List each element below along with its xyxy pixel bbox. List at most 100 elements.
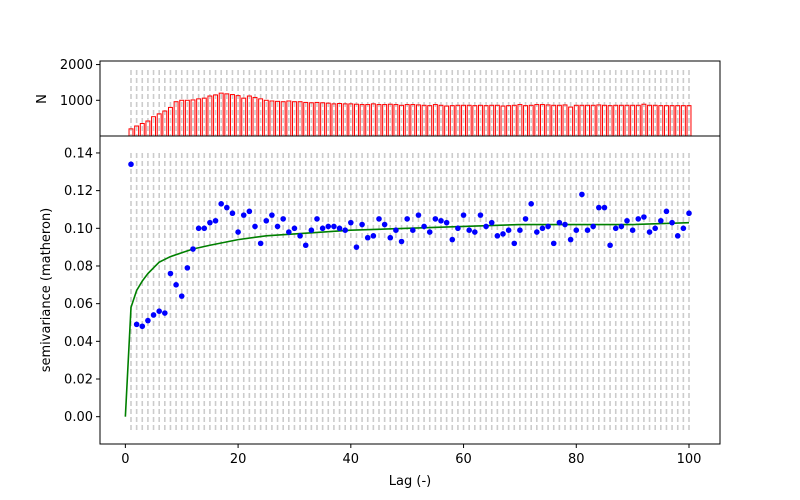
semivariance-point — [139, 323, 146, 330]
main-y-tick-label: 0.12 — [64, 184, 93, 199]
semivariance-point — [404, 216, 410, 222]
semivariance-point — [635, 216, 642, 222]
semivariance-point — [263, 217, 270, 224]
main-x-tick-label: 20 — [230, 452, 247, 467]
semivariance-point — [674, 233, 681, 239]
semivariance-point — [680, 225, 687, 232]
semivariance-point — [522, 216, 529, 222]
semivariance-point — [274, 223, 281, 230]
semivariance-point — [150, 312, 157, 318]
semivariance-point — [224, 204, 230, 211]
semivariance-point — [359, 221, 365, 228]
semivariance-point — [629, 227, 636, 233]
semivariance-point — [579, 191, 585, 198]
semivariance-point — [601, 204, 608, 211]
semivariance-point — [331, 223, 337, 230]
semivariance-point — [128, 161, 134, 168]
main-x-ticks: 0 20 40 60 80 100 — [121, 444, 701, 467]
semivariance-point — [156, 308, 162, 314]
semivariance-point — [314, 216, 320, 222]
semivariance-point — [207, 219, 213, 226]
semivariance-point — [257, 240, 264, 247]
semivariance-point — [393, 227, 399, 233]
semivariance-point — [494, 233, 501, 239]
semivariance-point — [421, 223, 427, 230]
semivariance-point — [308, 227, 315, 233]
semivariance-point — [364, 234, 371, 241]
semivariance-point — [567, 236, 574, 243]
semivariance-point — [252, 223, 258, 230]
semivariance-point — [517, 227, 523, 233]
semivariance-point — [381, 221, 388, 228]
main-x-tick-label: 0 — [121, 452, 129, 467]
semivariance-point — [483, 223, 489, 230]
main-axes-frame — [99, 135, 721, 445]
semivariance-point — [133, 321, 140, 328]
semivariance-point — [410, 227, 416, 233]
semivariance-point — [145, 317, 151, 324]
semivariance-point — [336, 225, 343, 232]
model-line-path — [124, 221, 690, 417]
semivariance-point — [348, 219, 354, 226]
semivariance-point — [229, 210, 236, 217]
main-y-tick-label: 0.00 — [64, 410, 93, 425]
top-y-tick-label: 2000 — [60, 58, 93, 73]
semivariance-point — [426, 229, 433, 235]
top-y-tick-label: 1000 — [60, 94, 93, 109]
semivariance-point — [590, 223, 596, 230]
top-y-ticks: 1000 2000 — [60, 58, 100, 109]
semivariance-point — [297, 233, 303, 239]
semivariance-point — [280, 216, 286, 222]
semivariance-point — [178, 293, 185, 299]
main-x-axis-label: Lag (-) — [389, 474, 431, 489]
semivariance-point — [545, 223, 551, 230]
semivariance-point — [505, 227, 512, 233]
semivariance-point — [624, 217, 630, 224]
semivariance-point — [167, 270, 174, 277]
semivariance-point — [477, 212, 484, 218]
semivariance-point — [286, 229, 292, 235]
semivariance-point — [387, 234, 394, 241]
semivariance-point — [162, 310, 168, 316]
semivariance-point — [607, 242, 613, 249]
semivariance-point — [432, 216, 439, 222]
semivariance-point — [398, 238, 405, 245]
semivariance-point — [376, 216, 382, 222]
main-x-tick-label: 60 — [455, 452, 472, 467]
semivariance-point — [658, 217, 664, 224]
main-y-tick-label: 0.08 — [64, 259, 93, 274]
semivariance-point — [539, 225, 546, 232]
semivariance-point — [612, 225, 619, 232]
top-lag-lines — [130, 70, 690, 136]
semivariance-point — [596, 204, 602, 211]
semivariance-point — [438, 217, 444, 224]
semivariance-point — [235, 229, 241, 235]
semivariance-point — [319, 225, 326, 232]
semivariance-point — [246, 208, 253, 215]
semivariance-point — [646, 229, 653, 235]
main-y-tick-label: 0.10 — [64, 222, 93, 237]
main-lag-lines — [130, 153, 690, 430]
semivariance-point — [663, 208, 670, 215]
semivariance-point — [370, 233, 377, 239]
main-y-axis-label: semivariance (matheron) — [39, 208, 54, 373]
semivariance-point — [686, 210, 692, 217]
semivariance-point — [641, 214, 647, 220]
semivariance-point — [550, 240, 557, 247]
semivariance-point — [584, 227, 591, 233]
semivariance-point — [353, 244, 360, 250]
semivariance-point — [342, 227, 348, 233]
semivariance-point — [415, 212, 422, 218]
semivariance-point — [528, 201, 534, 207]
semivariance-point — [201, 225, 208, 232]
main-y-tick-label: 0.04 — [64, 335, 93, 350]
variogram-plot: 0 20 40 60 80 100 0.00 0.02 0.04 0.06 0.08 0.10 0.1… — [39, 135, 721, 489]
semivariance-point — [455, 225, 461, 232]
semivariance-point — [449, 236, 456, 243]
semivariance-point — [511, 240, 518, 247]
semivariance-point — [652, 225, 658, 232]
main-y-tick-label: 0.14 — [64, 146, 93, 161]
semivariance-point — [291, 225, 298, 232]
